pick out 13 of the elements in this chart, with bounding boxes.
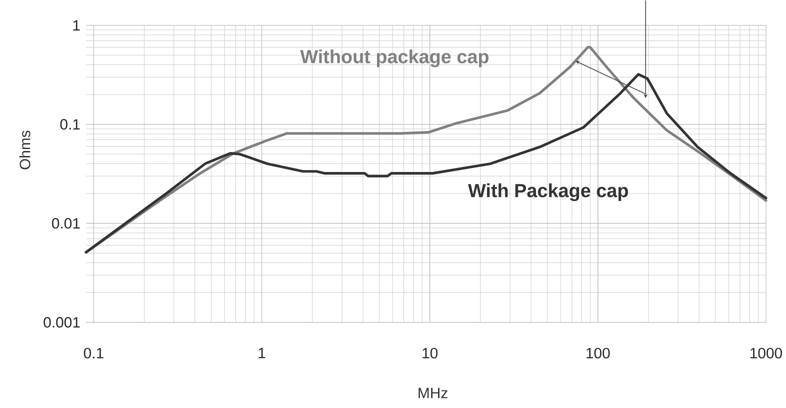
x-tick-label: 0.1 — [84, 348, 104, 358]
x-tick-label: 1 — [258, 348, 266, 358]
y-tick-label: 0.001 — [44, 316, 80, 328]
y-tick-label: 0.1 — [60, 118, 80, 130]
y-tick-label: 0.01 — [52, 218, 80, 228]
x-tick-label: 10 — [422, 348, 438, 358]
x-tick-label: 1000 — [750, 348, 782, 358]
x-tick-label: 100 — [586, 348, 610, 358]
x-axis-title: MHz — [418, 388, 448, 398]
text: Without package cap — [300, 49, 488, 68]
series-label: With Package cap — [468, 183, 628, 201]
y-tick-label: 1 — [73, 20, 80, 30]
y-axis-title: Ohms — [19, 130, 30, 170]
